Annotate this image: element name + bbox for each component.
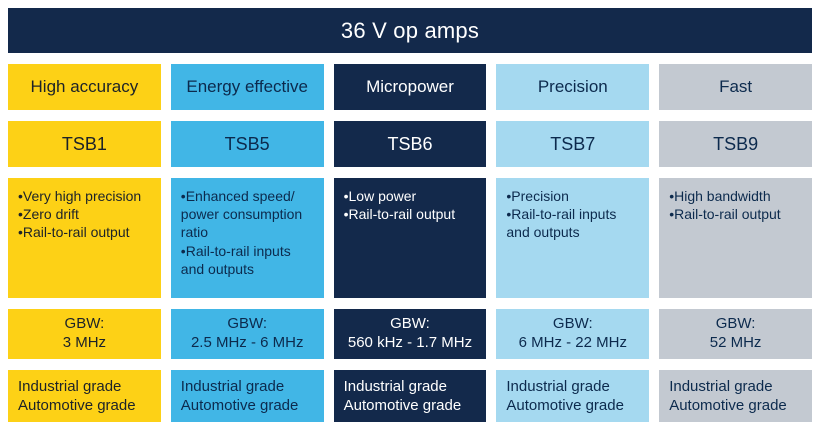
gbw-tsb1: GBW: 3 MHz xyxy=(8,309,161,359)
category-energy-effective: Energy effective xyxy=(170,64,324,110)
feature-item: Zero drift xyxy=(18,205,153,223)
product-tsb6: TSB6 xyxy=(333,121,487,167)
table-title: 36 V op amps xyxy=(8,8,812,53)
category-high-accuracy: High accuracy xyxy=(8,64,161,110)
product-tsb9: TSB9 xyxy=(659,121,812,167)
gbw-tsb5: GBW: 2.5 MHz - 6 MHz xyxy=(170,309,324,359)
gbw-value: 2.5 MHz - 6 MHz xyxy=(190,334,304,351)
feature-item: Low power xyxy=(344,187,479,205)
grades-tsb9: Industrial grade Automotive grade xyxy=(659,370,812,422)
feature-item: Rail-to-rail inputs and outputs xyxy=(506,205,641,241)
grade-industrial: Industrial grade xyxy=(669,377,773,395)
gbw-value: 52 MHz xyxy=(709,334,762,351)
grade-automotive: Automotive grade xyxy=(343,397,462,414)
feature-item: Enhanced speed/ power consumption ratio xyxy=(181,187,316,242)
features-tsb7: Precision Rail-to-rail inputs and output… xyxy=(496,178,650,298)
gbw-value: 3 MHz xyxy=(62,334,107,351)
product-tsb5: TSB5 xyxy=(170,121,324,167)
gbw-label: GBW: xyxy=(64,315,105,333)
grade-industrial: Industrial grade xyxy=(18,377,122,395)
features-tsb1: Very high precision Zero drift Rail-to-r… xyxy=(8,178,161,298)
grade-industrial: Industrial grade xyxy=(343,377,447,395)
grade-industrial: Industrial grade xyxy=(506,377,610,395)
feature-item: Rail-to-rail output xyxy=(18,223,153,241)
feature-item: Rail-to-rail output xyxy=(344,205,479,223)
grades-tsb6: Industrial grade Automotive grade xyxy=(333,370,487,422)
category-fast: Fast xyxy=(659,64,812,110)
feature-item: Rail-to-rail output xyxy=(669,205,804,223)
features-tsb5: Enhanced speed/ power consumption ratio … xyxy=(170,178,324,298)
category-micropower: Micropower xyxy=(333,64,487,110)
grade-automotive: Automotive grade xyxy=(506,397,624,414)
gbw-value: 6 MHz - 22 MHz xyxy=(518,334,627,351)
category-precision: Precision xyxy=(496,64,650,110)
gbw-tsb9: GBW: 52 MHz xyxy=(659,309,812,359)
gbw-value: 560 kHz - 1.7 MHz xyxy=(347,334,473,351)
gbw-label: GBW: xyxy=(715,315,756,333)
gbw-tsb6: GBW: 560 kHz - 1.7 MHz xyxy=(333,309,487,359)
feature-item: Rail-to-rail inputs and outputs xyxy=(181,242,316,278)
grades-tsb1: Industrial grade Automotive grade xyxy=(8,370,161,422)
features-tsb9: High bandwidth Rail-to-rail output xyxy=(659,178,812,298)
grades-tsb5: Industrial grade Automotive grade xyxy=(170,370,324,422)
grade-industrial: Industrial grade xyxy=(180,377,285,395)
gbw-label: GBW: xyxy=(552,315,593,333)
gbw-tsb7: GBW: 6 MHz - 22 MHz xyxy=(496,309,650,359)
features-tsb6: Low power Rail-to-rail output xyxy=(333,178,487,298)
product-tsb7: TSB7 xyxy=(496,121,650,167)
gbw-label: GBW: xyxy=(390,315,430,333)
product-tsb1: TSB1 xyxy=(8,121,161,167)
gbw-label: GBW: xyxy=(227,315,268,333)
feature-item: Precision xyxy=(506,187,641,205)
grade-automotive: Automotive grade xyxy=(669,397,787,414)
feature-item: High bandwidth xyxy=(669,187,804,205)
grades-tsb7: Industrial grade Automotive grade xyxy=(496,370,650,422)
grade-automotive: Automotive grade xyxy=(18,397,136,414)
grade-automotive: Automotive grade xyxy=(180,397,299,414)
feature-item: Very high precision xyxy=(18,187,153,205)
